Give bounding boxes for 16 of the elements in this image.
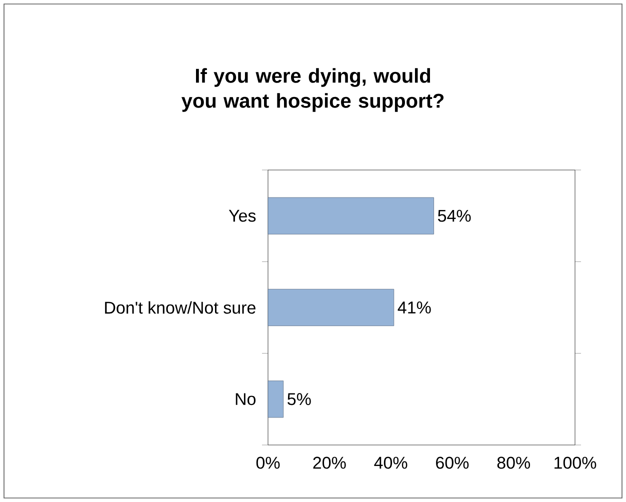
chart-title: If you were dying, would you want hospice support? — [181, 68, 444, 112]
data-label: 54% — [438, 210, 471, 222]
bar — [268, 380, 284, 418]
x-tick-label: 60% — [436, 456, 469, 469]
data-label: 41% — [398, 302, 431, 314]
bar — [268, 197, 434, 234]
data-label: 5% — [288, 393, 311, 406]
x-tick-label: 0% — [256, 456, 280, 469]
y-tick-label: Yes — [228, 210, 256, 222]
y-tick-label: Don't know/Not sure — [105, 301, 256, 314]
y-tick-label: No — [236, 393, 256, 406]
bar — [268, 288, 394, 326]
x-tick-label: 40% — [374, 456, 408, 469]
x-tick-label: 80% — [497, 456, 530, 469]
x-tick-label: 100% — [554, 456, 596, 469]
x-tick-label: 20% — [313, 456, 346, 469]
